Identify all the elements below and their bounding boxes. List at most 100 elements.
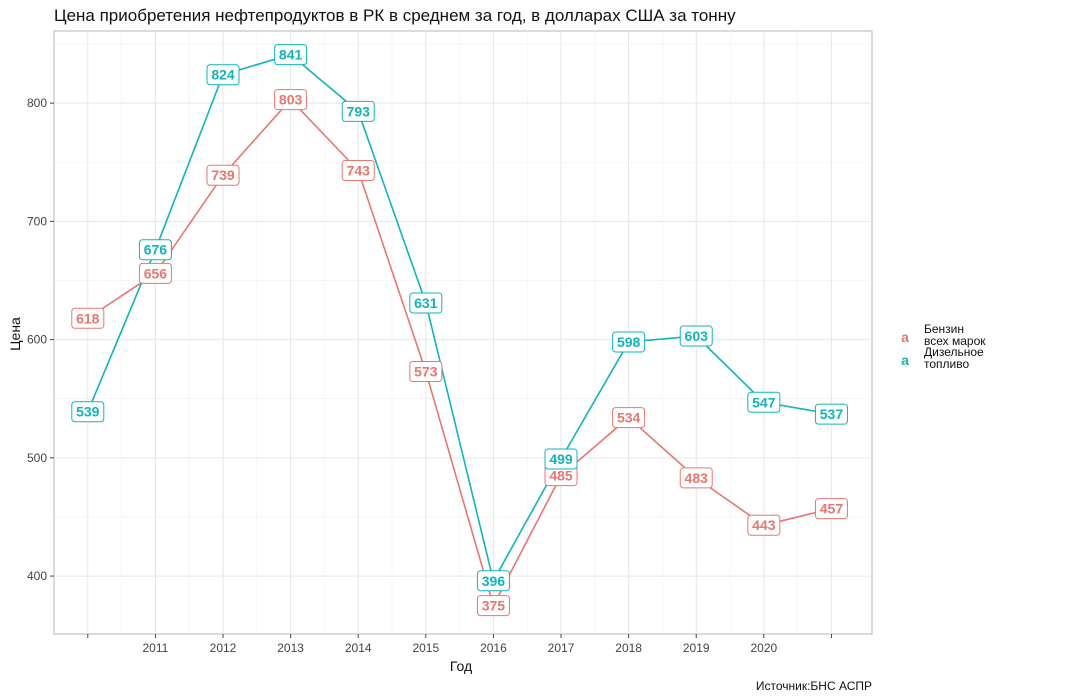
data-label-text: 603: [685, 328, 709, 344]
data-label: 457: [814, 498, 848, 520]
data-label-box: [274, 89, 308, 111]
x-tick-label: 2020: [750, 641, 777, 655]
data-label-box: [814, 498, 848, 520]
data-label-text: 573: [414, 364, 438, 380]
legend-label: топливо: [924, 357, 969, 371]
x-tick-label: 2015: [412, 641, 439, 655]
data-label: 547: [747, 391, 781, 413]
data-label-text: 739: [211, 167, 235, 183]
data-label-box: [612, 407, 646, 429]
data-label-box: [612, 331, 646, 353]
x-tick-label: 2013: [277, 641, 304, 655]
data-label-box: [206, 164, 240, 186]
data-label-box: [409, 292, 443, 314]
data-label: 618: [71, 307, 105, 329]
data-label: 598: [612, 331, 646, 353]
source-caption: Источник:БНС АСПР: [755, 679, 872, 693]
legend-label: Дизельное: [924, 345, 984, 359]
data-label-text: 534: [617, 410, 641, 426]
x-tick-label: 2011: [142, 641, 168, 655]
data-label: 631: [409, 292, 443, 314]
y-tick-label: 600: [27, 333, 47, 347]
data-label-text: 841: [279, 47, 303, 63]
data-label-box: [138, 262, 172, 284]
data-label: 573: [409, 361, 443, 383]
data-label: 824: [206, 64, 240, 86]
data-label-text: 375: [482, 598, 506, 614]
x-tick-label: 2014: [345, 641, 372, 655]
legend-key-glyph: a: [901, 352, 909, 368]
data-label-text: 618: [76, 310, 100, 326]
data-labels: 618 656 739 803 743 573 375 485 534 483 443 457 539 6…: [71, 44, 848, 617]
x-tick-label: 2018: [615, 641, 642, 655]
chart-title: Цена приобретения нефтепродуктов в РК в …: [54, 6, 736, 25]
data-label: 537: [814, 403, 848, 425]
y-axis-ticks: 400 500 600 700 800: [27, 96, 54, 583]
x-tick-label: 2019: [683, 641, 710, 655]
data-label-box: [747, 391, 781, 413]
data-label-text: 483: [685, 470, 709, 486]
data-label: 396: [476, 570, 510, 592]
data-label-box: [71, 401, 105, 423]
data-label-text: 537: [820, 406, 844, 422]
data-label: 841: [274, 44, 308, 66]
data-label: 739: [206, 164, 240, 186]
y-axis-title: Цена: [7, 317, 23, 351]
data-label-box: [814, 403, 848, 425]
series-line-1: [87, 53, 832, 583]
plot-panel: [53, 30, 873, 635]
data-label: 485: [544, 465, 578, 487]
data-label: 743: [341, 160, 375, 182]
legend-label: Бензин: [924, 322, 964, 336]
data-label: 443: [747, 514, 781, 536]
data-label-text: 443: [752, 517, 776, 533]
data-label-text: 631: [414, 295, 438, 311]
y-tick-label: 500: [27, 451, 47, 465]
data-label-box: [476, 595, 510, 617]
data-label-box: [341, 160, 375, 182]
x-axis-title: Год: [450, 658, 472, 674]
data-label-text: 656: [144, 265, 168, 281]
data-label: 539: [71, 401, 105, 423]
data-label-box: [476, 570, 510, 592]
data-label-box: [747, 514, 781, 536]
data-label-box: [71, 307, 105, 329]
data-label-text: 598: [617, 334, 641, 350]
data-label: 499: [544, 448, 578, 470]
y-tick-label: 800: [27, 96, 47, 110]
x-tick-label: 2012: [210, 641, 237, 655]
data-label-box: [206, 64, 240, 86]
data-label-box: [341, 100, 375, 122]
y-tick-label: 700: [27, 214, 47, 228]
data-label-text: 793: [347, 103, 371, 119]
data-label: 375: [476, 595, 510, 617]
data-label: 483: [679, 467, 713, 489]
x-tick-label: 2017: [548, 641, 575, 655]
y-tick-label: 400: [27, 569, 47, 583]
data-label: 534: [612, 407, 646, 429]
data-label-text: 485: [549, 468, 573, 484]
grid-minor: [54, 31, 872, 634]
legend-label: всех марок: [924, 334, 986, 348]
data-label: 603: [679, 325, 713, 347]
data-label-text: 499: [549, 451, 573, 467]
data-label: 676: [138, 239, 172, 261]
data-label-box: [138, 239, 172, 261]
data-label-text: 396: [482, 573, 506, 589]
data-label-text: 743: [347, 163, 371, 179]
data-label-box: [544, 448, 578, 470]
x-tick-label: 2016: [480, 641, 507, 655]
data-label-text: 676: [144, 242, 168, 258]
data-label: 803: [274, 89, 308, 111]
data-label-text: 803: [279, 92, 303, 108]
data-label-box: [409, 361, 443, 383]
data-label-text: 457: [820, 501, 844, 517]
data-label-text: 824: [211, 67, 235, 83]
data-label-text: 539: [76, 404, 100, 420]
legend-key-glyph: a: [901, 329, 909, 345]
data-label: 656: [138, 262, 172, 284]
data-label-box: [679, 467, 713, 489]
data-label-box: [274, 44, 308, 66]
